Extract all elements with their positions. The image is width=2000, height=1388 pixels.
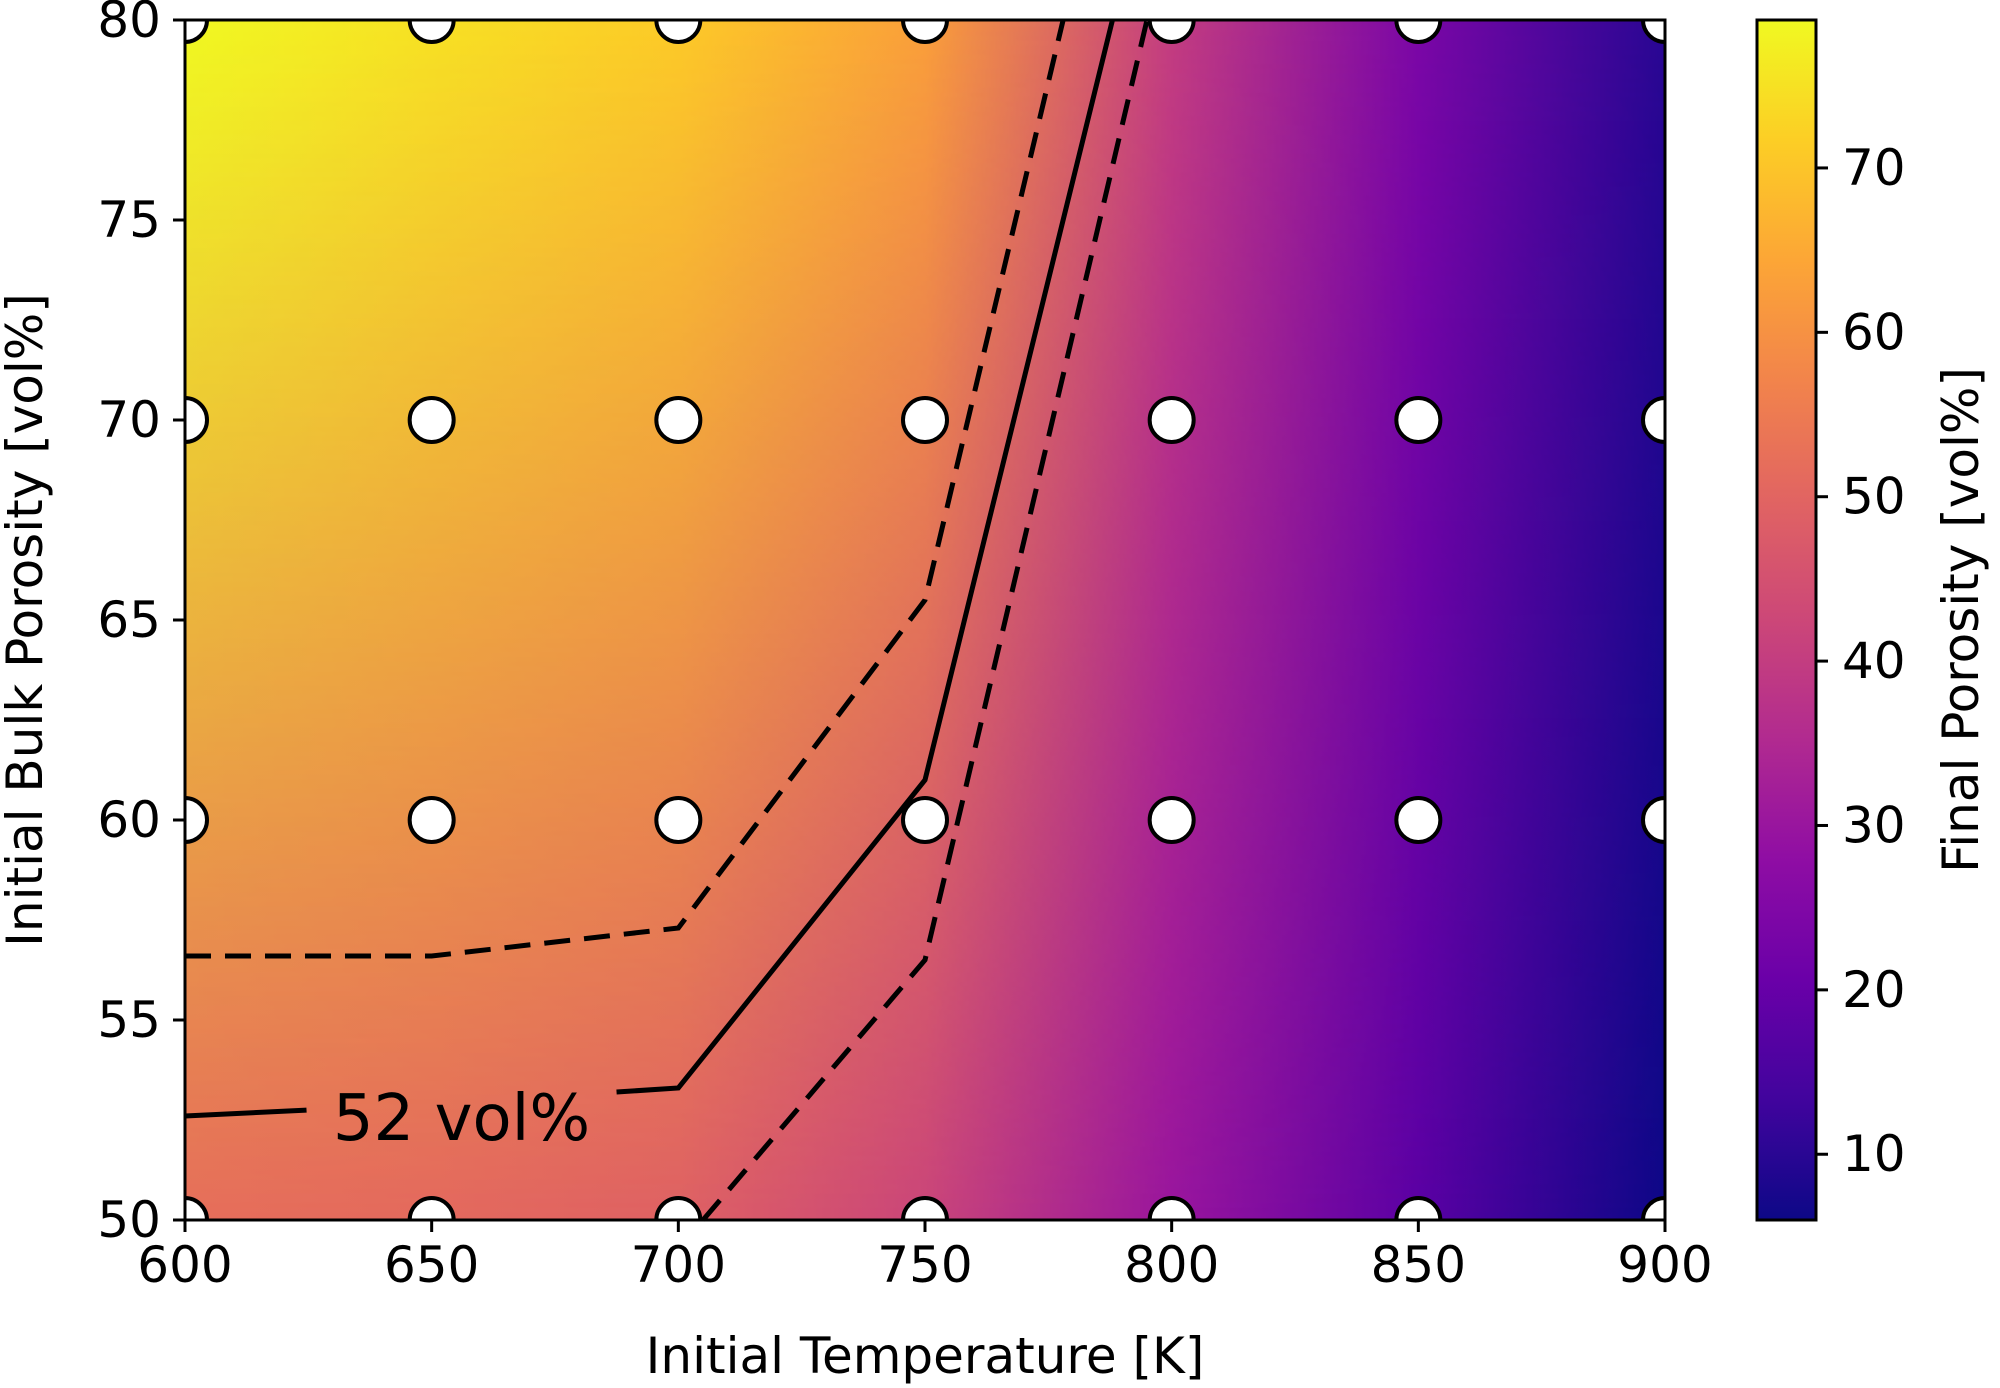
colorbar-tick-label: 50 [1842, 468, 1906, 526]
sample-points-clipped [185, 20, 1665, 1220]
sample-point [407, 396, 456, 444]
sample-point [901, 1196, 949, 1220]
x-tick-label: 800 [1124, 1236, 1219, 1294]
sample-point [185, 1196, 209, 1220]
colorbar-tick-label: 10 [1842, 1125, 1906, 1183]
y-tick-label: 75 [97, 191, 161, 249]
sample-point [1147, 20, 1196, 44]
contour-lines [184, 19, 1150, 1222]
sample-point [1147, 1196, 1196, 1220]
y-tick-label: 70 [97, 391, 161, 449]
x-tick-label: 600 [137, 1236, 232, 1294]
y-tick-label: 65 [97, 591, 161, 649]
sample-point [1394, 1196, 1443, 1220]
sample-point [1394, 396, 1443, 444]
x-axis: 600 650 700 750 800 850 900 [137, 1220, 1713, 1294]
sample-point [1394, 796, 1443, 844]
contour-solid-segment [184, 1107, 307, 1119]
sample-point [1641, 20, 1665, 44]
y-tick-label: 55 [97, 991, 161, 1049]
contour-dashed [701, 19, 1150, 1222]
sample-point [1641, 396, 1665, 444]
heatmap-field [185, 20, 1665, 1220]
contour-label: 52 vol% [333, 1082, 590, 1156]
x-tick-label: 900 [1617, 1236, 1712, 1294]
sample-point [1641, 1196, 1665, 1220]
colorbar-frame [1755, 18, 1818, 1222]
y-tick-label: 50 [97, 1191, 161, 1249]
colorbar-tick-label: 60 [1842, 303, 1906, 361]
sample-point [1394, 20, 1443, 44]
y-axis-title: Initial Bulk Porosity [vol%] [0, 293, 54, 947]
contour-solid [616, 19, 1115, 1095]
colorbar-gradient [1757, 20, 1816, 1220]
sample-point [185, 796, 209, 844]
y-tick-label: 60 [97, 791, 161, 849]
x-axis-title: Initial Temperature [K] [646, 1327, 1205, 1385]
sample-point [901, 20, 949, 44]
colorbar: 10 20 30 40 50 60 70 Final Porosity [vol%] [1755, 18, 1990, 1222]
x-tick-label: 700 [631, 1236, 726, 1294]
sample-point [1147, 796, 1196, 844]
sample-point [654, 796, 703, 844]
sample-point [901, 796, 949, 844]
x-tick-label: 750 [877, 1236, 972, 1294]
colorbar-title: Final Porosity [vol%] [1932, 367, 1990, 873]
sample-point [901, 396, 949, 444]
y-axis: 50 55 60 65 70 75 80 [97, 0, 185, 1249]
sample-point [654, 1196, 703, 1220]
colorbar-tick-label: 40 [1842, 632, 1906, 690]
colorbar-tick-label: 70 [1842, 139, 1906, 197]
x-tick-label: 850 [1371, 1236, 1466, 1294]
colorbar-tick-label: 20 [1842, 961, 1906, 1019]
y-tick-label: 80 [97, 0, 161, 49]
colorbar-tick-label: 30 [1842, 796, 1906, 854]
sample-point [654, 20, 703, 44]
x-tick-label: 650 [384, 1236, 479, 1294]
sample-point [1641, 796, 1665, 844]
sample-point [407, 796, 456, 844]
contour-dashed [185, 19, 1066, 959]
sample-points [185, 20, 1665, 1220]
sample-point [407, 20, 456, 44]
heatmap-top-layer [185, 20, 1665, 1220]
sample-point [654, 396, 703, 444]
sample-point [185, 396, 209, 444]
sample-point [185, 20, 209, 44]
sample-point [1147, 396, 1196, 444]
sample-point [407, 1196, 456, 1220]
colorbar-ticks: 10 20 30 40 50 60 70 [1816, 139, 1906, 1183]
